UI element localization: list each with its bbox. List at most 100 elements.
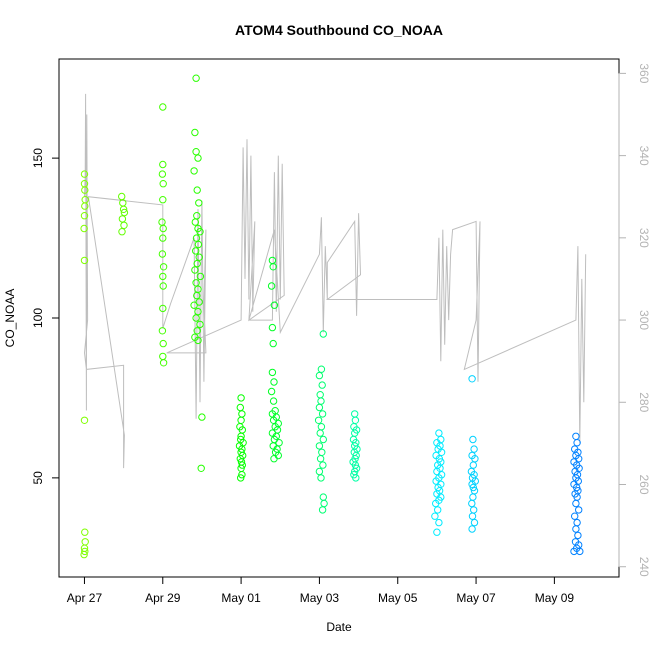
data-point (193, 186, 201, 194)
y-tick-label: 150 (31, 148, 45, 168)
data-point (470, 445, 478, 453)
data-point (80, 170, 89, 178)
data-point (268, 256, 277, 265)
data-point (159, 224, 167, 233)
data-point (469, 461, 477, 469)
y2-tick-label: 320 (637, 228, 650, 248)
data-point (319, 435, 327, 444)
data-point (470, 506, 478, 514)
y2-tick-label: 360 (637, 63, 650, 83)
data-point (316, 429, 324, 437)
data-point (469, 435, 477, 444)
data-point (571, 512, 579, 520)
x-axis: Apr 27 Apr 29 May 01 May 03 May 05 May 07 May … (67, 576, 574, 605)
data-point (80, 416, 89, 424)
data-point (159, 196, 167, 204)
data-point (194, 240, 203, 249)
data-point (268, 368, 277, 377)
y2-axis: 240 260 280 300 320 340 360 (618, 63, 650, 577)
data-point (575, 506, 583, 514)
data-point (159, 272, 167, 281)
y-tick-label: 50 (31, 471, 45, 485)
data-point (572, 499, 580, 508)
y-axis: 50 100 150 (31, 148, 60, 485)
data-point (193, 259, 201, 268)
data-point (469, 493, 477, 501)
data-point (118, 215, 127, 223)
data-point (81, 528, 89, 536)
y2-tick-label: 240 (637, 557, 650, 577)
data-point (315, 371, 324, 380)
data-point (314, 416, 323, 424)
data-point (119, 205, 128, 214)
data-point (193, 291, 201, 300)
data-point (196, 320, 204, 329)
y2-tick-label: 280 (637, 392, 650, 412)
data-point (192, 279, 200, 287)
x-axis-label: Date (326, 620, 352, 634)
data-point (318, 381, 326, 389)
data-point (316, 391, 324, 399)
data-point (434, 506, 442, 514)
data-point (194, 336, 202, 345)
x-tick-label: May 07 (456, 591, 496, 605)
data-point (351, 416, 360, 424)
data-point (159, 234, 167, 242)
data-point (159, 304, 167, 313)
data-point (193, 327, 201, 335)
data-point (192, 148, 200, 156)
data-point (158, 327, 167, 335)
data-point (470, 518, 479, 527)
x-tick-label: Apr 29 (145, 591, 181, 605)
x-tick-label: May 05 (378, 591, 418, 605)
data-point (159, 103, 167, 111)
data-point (269, 397, 278, 405)
data-point (238, 471, 246, 479)
data-point (197, 464, 205, 472)
data-point (190, 301, 198, 309)
data-point (159, 352, 167, 361)
data-point (316, 455, 325, 463)
data-point (435, 429, 443, 437)
data-point (319, 330, 327, 338)
data-point (236, 403, 245, 412)
data-point (118, 228, 126, 236)
data-point (267, 387, 276, 396)
data-point (236, 455, 245, 463)
data-point (195, 199, 203, 207)
data-point (196, 228, 204, 236)
data-point (190, 167, 198, 175)
data-point (192, 74, 200, 82)
data-point (158, 250, 167, 258)
x-tick-label: Apr 27 (67, 591, 103, 605)
chart-title: ATOM4 Southbound CO_NOAA (235, 22, 443, 38)
data-point (267, 282, 276, 290)
data-point (432, 499, 440, 508)
data-point (158, 170, 167, 178)
data-point (80, 256, 89, 265)
data-point (81, 538, 89, 546)
data-point (268, 323, 277, 332)
data-point (191, 128, 199, 137)
data-point (159, 282, 167, 290)
data-point (319, 493, 327, 501)
data-point (270, 378, 278, 386)
data-point (270, 455, 278, 463)
data-point (192, 314, 200, 322)
data-point (570, 547, 578, 556)
data-point (159, 359, 168, 367)
y-tick-label: 100 (31, 308, 45, 328)
data-point (237, 432, 245, 440)
data-point (572, 525, 580, 533)
data-point (238, 461, 247, 469)
data-point (194, 154, 202, 162)
data-point (572, 432, 580, 440)
data-point (317, 397, 325, 405)
data-point (319, 461, 327, 469)
data-point (576, 547, 584, 556)
data-point (192, 234, 201, 242)
data-point (351, 410, 359, 418)
data-point (574, 531, 582, 540)
data-point (317, 474, 325, 482)
